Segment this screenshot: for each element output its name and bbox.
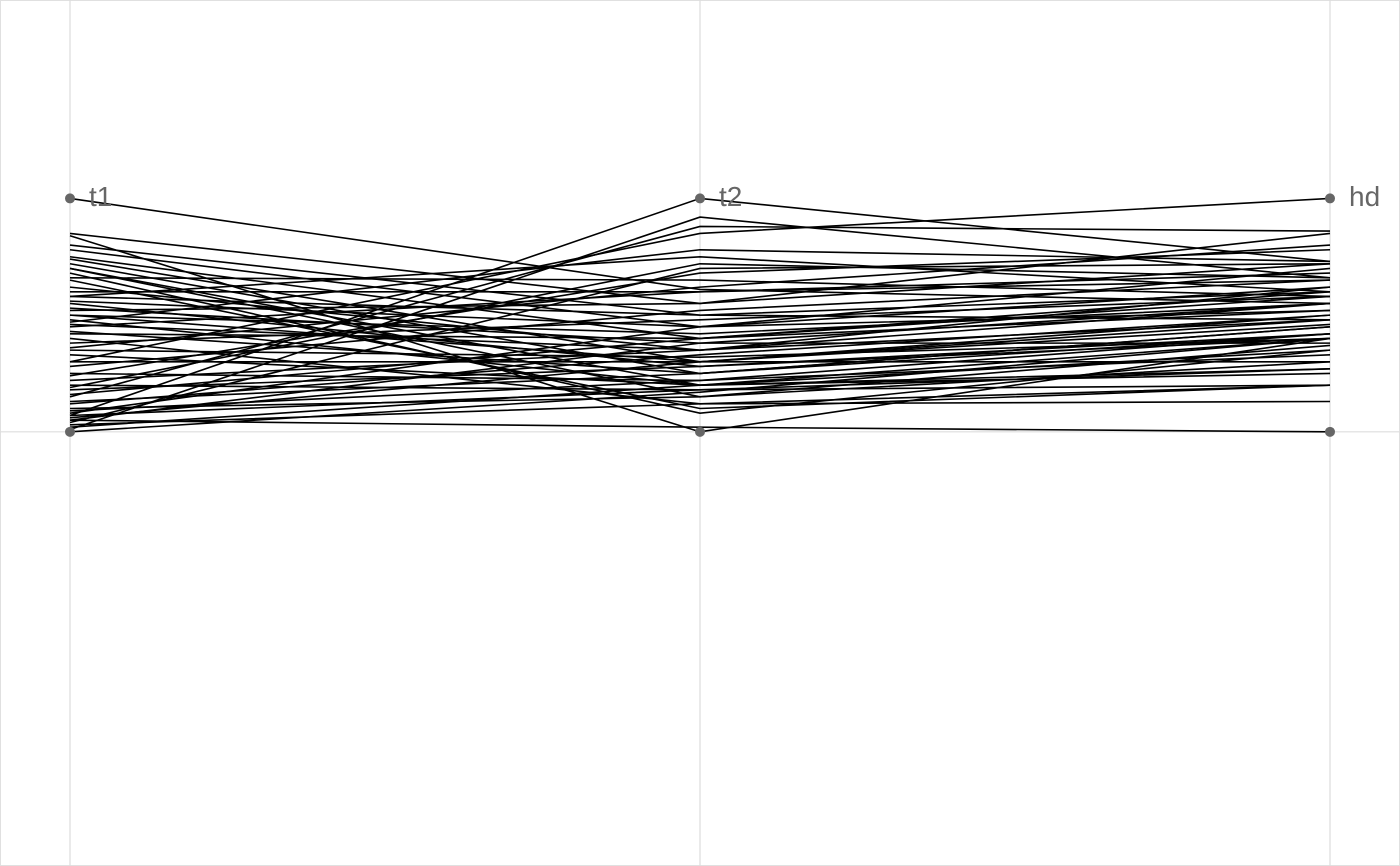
data-line	[69, 314, 1331, 405]
data-line	[69, 262, 1331, 389]
data-line	[69, 262, 1331, 424]
data-line	[69, 286, 1331, 414]
axis-point	[65, 426, 75, 437]
data-line	[69, 332, 1331, 403]
axis-label: t1	[89, 181, 112, 212]
data-line	[69, 244, 1331, 349]
data-line	[69, 323, 1331, 419]
data-line	[69, 262, 1331, 312]
axis-point	[1325, 193, 1335, 204]
data-line	[69, 384, 1331, 417]
data-line	[69, 248, 1331, 377]
data-line	[69, 302, 1331, 421]
axis-point	[65, 193, 75, 204]
data-line	[69, 309, 1331, 396]
data-line	[69, 400, 1331, 426]
axis-label: t2	[719, 181, 742, 212]
data-line	[69, 302, 1331, 335]
axis-point	[695, 426, 705, 437]
data-line	[69, 255, 1331, 298]
data-line	[69, 332, 1331, 412]
data-line	[69, 279, 1331, 410]
axis-point	[695, 193, 705, 204]
axis-point	[1325, 426, 1335, 437]
data-line	[69, 349, 1331, 428]
data-line	[69, 225, 1331, 398]
data-line	[69, 276, 1331, 298]
data-line	[69, 361, 1331, 410]
axis-label: hd	[1349, 181, 1380, 212]
data-line	[69, 295, 1331, 344]
data-line	[69, 337, 1331, 358]
